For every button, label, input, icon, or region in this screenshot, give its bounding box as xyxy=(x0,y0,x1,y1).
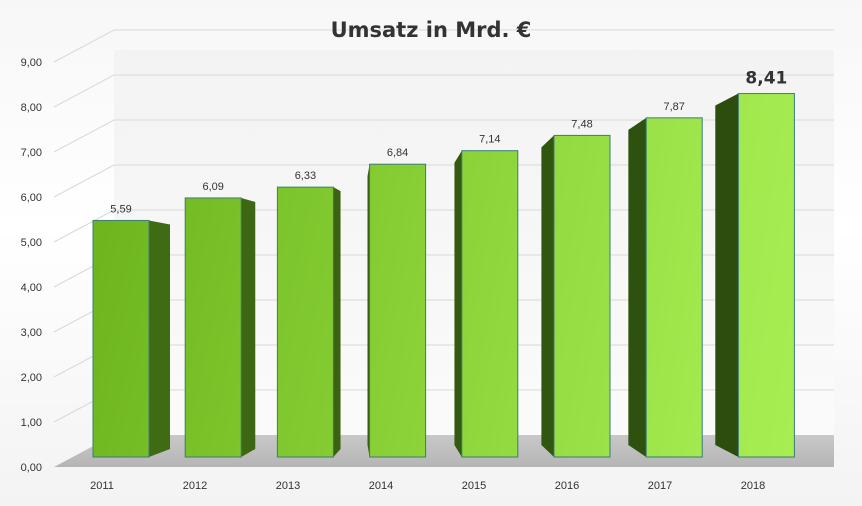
data-label: 5,59 xyxy=(110,203,131,215)
y-tick-label: 7,00 xyxy=(21,147,42,159)
y-tick-label: 1,00 xyxy=(21,417,42,429)
x-tick-label: 2014 xyxy=(369,480,393,492)
data-label: 6,84 xyxy=(387,147,408,159)
bar-side xyxy=(149,220,170,457)
gridline xyxy=(53,74,834,108)
y-tick-label: 6,00 xyxy=(21,192,42,204)
bar xyxy=(461,150,519,458)
x-tick-label: 2011 xyxy=(90,480,114,492)
bar-side xyxy=(454,150,462,457)
bar xyxy=(645,117,703,458)
x-tick-label: 2016 xyxy=(555,480,579,492)
gridline xyxy=(53,119,834,153)
y-tick-label: 4,00 xyxy=(21,282,42,294)
y-tick-label: 2,00 xyxy=(21,372,42,384)
gridline xyxy=(53,29,834,63)
y-tick-label: 8,00 xyxy=(21,102,42,114)
data-label: 6,33 xyxy=(295,170,316,182)
y-tick-label: 3,00 xyxy=(21,327,42,339)
bar xyxy=(92,219,150,458)
x-tick-label: 2018 xyxy=(741,480,765,492)
data-label: 7,87 xyxy=(663,101,684,113)
bar xyxy=(276,186,334,458)
chart-title: Umsatz in Mrd. € xyxy=(331,18,532,42)
bar-side xyxy=(715,93,739,458)
x-tick-label: 2013 xyxy=(276,480,300,492)
y-tick-label: 0,00 xyxy=(21,462,42,474)
bar-side xyxy=(367,164,370,457)
data-label: 7,14 xyxy=(479,134,500,146)
bar xyxy=(553,134,611,458)
bar xyxy=(737,93,795,458)
data-label: 6,09 xyxy=(202,181,223,193)
x-tick-label: 2015 xyxy=(462,480,486,492)
bar-side xyxy=(628,117,647,457)
y-tick-label: 9,00 xyxy=(21,57,42,69)
bar xyxy=(184,197,242,458)
data-label: 7,48 xyxy=(571,118,592,130)
data-label: 8,41 xyxy=(745,69,787,89)
y-tick-label: 5,00 xyxy=(21,237,42,249)
bar-side xyxy=(541,135,554,457)
x-tick-label: 2012 xyxy=(183,480,207,492)
bar-side xyxy=(241,197,256,457)
bar xyxy=(369,163,427,458)
x-tick-label: 2017 xyxy=(648,480,672,492)
bar-side xyxy=(333,187,341,457)
